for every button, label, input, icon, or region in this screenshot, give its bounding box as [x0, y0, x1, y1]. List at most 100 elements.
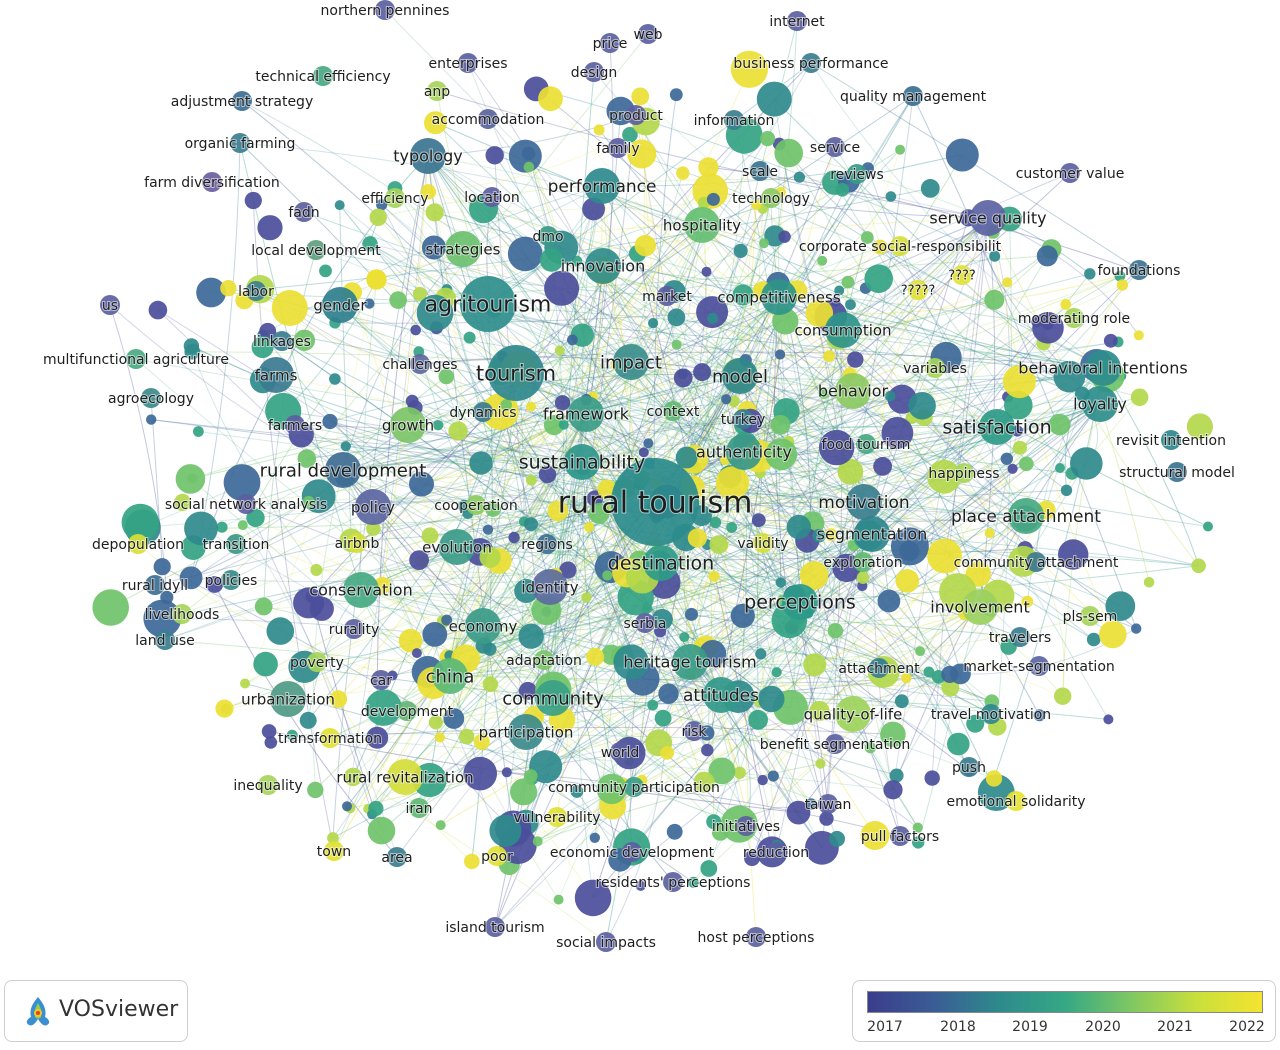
network-node[interactable]	[526, 401, 536, 412]
network-node[interactable]	[538, 226, 558, 246]
network-node[interactable]	[364, 298, 375, 309]
network-node[interactable]	[405, 394, 419, 408]
network-node[interactable]	[193, 426, 204, 437]
network-node[interactable]	[485, 500, 501, 517]
network-node[interactable]	[730, 603, 755, 628]
keyword-label[interactable]: island tourism	[444, 919, 545, 937]
keyword-label[interactable]: town	[316, 843, 352, 861]
network-node[interactable]	[1021, 595, 1034, 608]
network-node[interactable]	[679, 632, 690, 643]
network-node[interactable]	[92, 589, 129, 626]
keyword-label[interactable]: structural model	[1118, 464, 1236, 482]
network-node[interactable]	[143, 599, 182, 638]
network-node[interactable]	[571, 255, 583, 267]
network-node[interactable]	[830, 296, 841, 307]
network-node[interactable]	[369, 208, 387, 226]
network-node[interactable]	[841, 275, 855, 289]
keyword-label[interactable]: organic farming	[184, 135, 297, 153]
keyword-label[interactable]: farm diversification	[143, 174, 281, 192]
keyword-label[interactable]: land use	[134, 632, 195, 650]
network-node[interactable]	[464, 853, 480, 870]
network-node[interactable]	[889, 768, 904, 783]
network-node[interactable]	[389, 291, 407, 309]
network-node[interactable]	[272, 331, 292, 351]
network-node[interactable]	[869, 658, 889, 678]
keyword-label[interactable]: exploration	[822, 554, 903, 572]
network-node[interactable]	[253, 651, 278, 677]
network-node[interactable]	[343, 572, 379, 608]
network-node[interactable]	[524, 769, 538, 783]
network-node[interactable]	[827, 623, 844, 639]
keyword-label[interactable]: dynamics	[448, 404, 517, 422]
keyword-label[interactable]: ?????	[900, 283, 937, 300]
network-node[interactable]	[439, 529, 475, 565]
network-node[interactable]	[543, 415, 565, 436]
network-node[interactable]	[559, 561, 577, 579]
network-node[interactable]	[624, 777, 644, 797]
network-node[interactable]	[643, 545, 679, 581]
network-node[interactable]	[952, 265, 972, 285]
network-node[interactable]	[726, 522, 738, 533]
network-node[interactable]	[554, 395, 571, 411]
network-node[interactable]	[322, 413, 338, 430]
keyword-label[interactable]: validity	[736, 535, 789, 553]
keyword-label[interactable]: heritage tourism	[622, 652, 757, 673]
network-node[interactable]	[736, 816, 756, 836]
network-node[interactable]	[730, 50, 769, 88]
network-node[interactable]	[693, 771, 715, 793]
network-node[interactable]	[671, 339, 682, 350]
keyword-label[interactable]: market-segmentation	[962, 658, 1116, 676]
network-node[interactable]	[510, 778, 538, 806]
network-node[interactable]	[663, 401, 683, 421]
network-node[interactable]	[264, 736, 278, 749]
network-node[interactable]	[329, 690, 348, 708]
keyword-label[interactable]: china	[425, 665, 476, 688]
network-node[interactable]	[746, 927, 766, 947]
network-node[interactable]	[416, 294, 454, 332]
network-node[interactable]	[1008, 498, 1044, 534]
keyword-label[interactable]: satisfaction	[941, 416, 1052, 440]
keyword-label[interactable]: destination	[607, 552, 715, 576]
network-node[interactable]	[890, 236, 910, 256]
network-node[interactable]	[825, 312, 861, 348]
network-node[interactable]	[1058, 539, 1089, 570]
network-node[interactable]	[126, 349, 146, 369]
keyword-label[interactable]: depopulation	[91, 536, 185, 554]
network-node[interactable]	[411, 648, 422, 659]
network-node[interactable]	[584, 62, 604, 82]
keyword-label[interactable]: service	[809, 139, 861, 157]
network-node[interactable]	[748, 709, 768, 730]
network-node[interactable]	[460, 276, 516, 332]
network-node[interactable]	[903, 86, 923, 106]
network-node[interactable]	[899, 540, 920, 562]
network-node[interactable]	[421, 527, 439, 545]
keyword-label[interactable]: motivation	[817, 492, 910, 514]
network-node[interactable]	[586, 490, 604, 507]
keyword-label[interactable]: framework	[542, 404, 631, 425]
network-node[interactable]	[443, 708, 465, 729]
keyword-label[interactable]: corporate social-responsibilit	[798, 238, 1003, 256]
network-node[interactable]	[1002, 365, 1036, 399]
network-node[interactable]	[657, 286, 677, 306]
network-node[interactable]	[482, 187, 502, 207]
network-node[interactable]	[567, 334, 578, 346]
keyword-label[interactable]: business performance	[732, 55, 889, 73]
network-node[interactable]	[774, 138, 803, 168]
network-node[interactable]	[658, 683, 679, 704]
network-node[interactable]	[327, 832, 339, 844]
network-node[interactable]	[708, 757, 736, 785]
network-node[interactable]	[912, 822, 923, 833]
network-node[interactable]	[325, 452, 361, 488]
network-node[interactable]	[641, 603, 653, 614]
network-node[interactable]	[856, 434, 876, 454]
network-node[interactable]	[409, 798, 429, 818]
network-node[interactable]	[544, 270, 580, 306]
network-node[interactable]	[786, 800, 811, 825]
network-node[interactable]	[638, 447, 649, 458]
network-node[interactable]	[825, 137, 845, 157]
network-node[interactable]	[508, 531, 520, 544]
network-node[interactable]	[485, 146, 504, 165]
network-node[interactable]	[872, 239, 888, 255]
network-node[interactable]	[1203, 521, 1213, 532]
network-node[interactable]	[232, 91, 252, 111]
